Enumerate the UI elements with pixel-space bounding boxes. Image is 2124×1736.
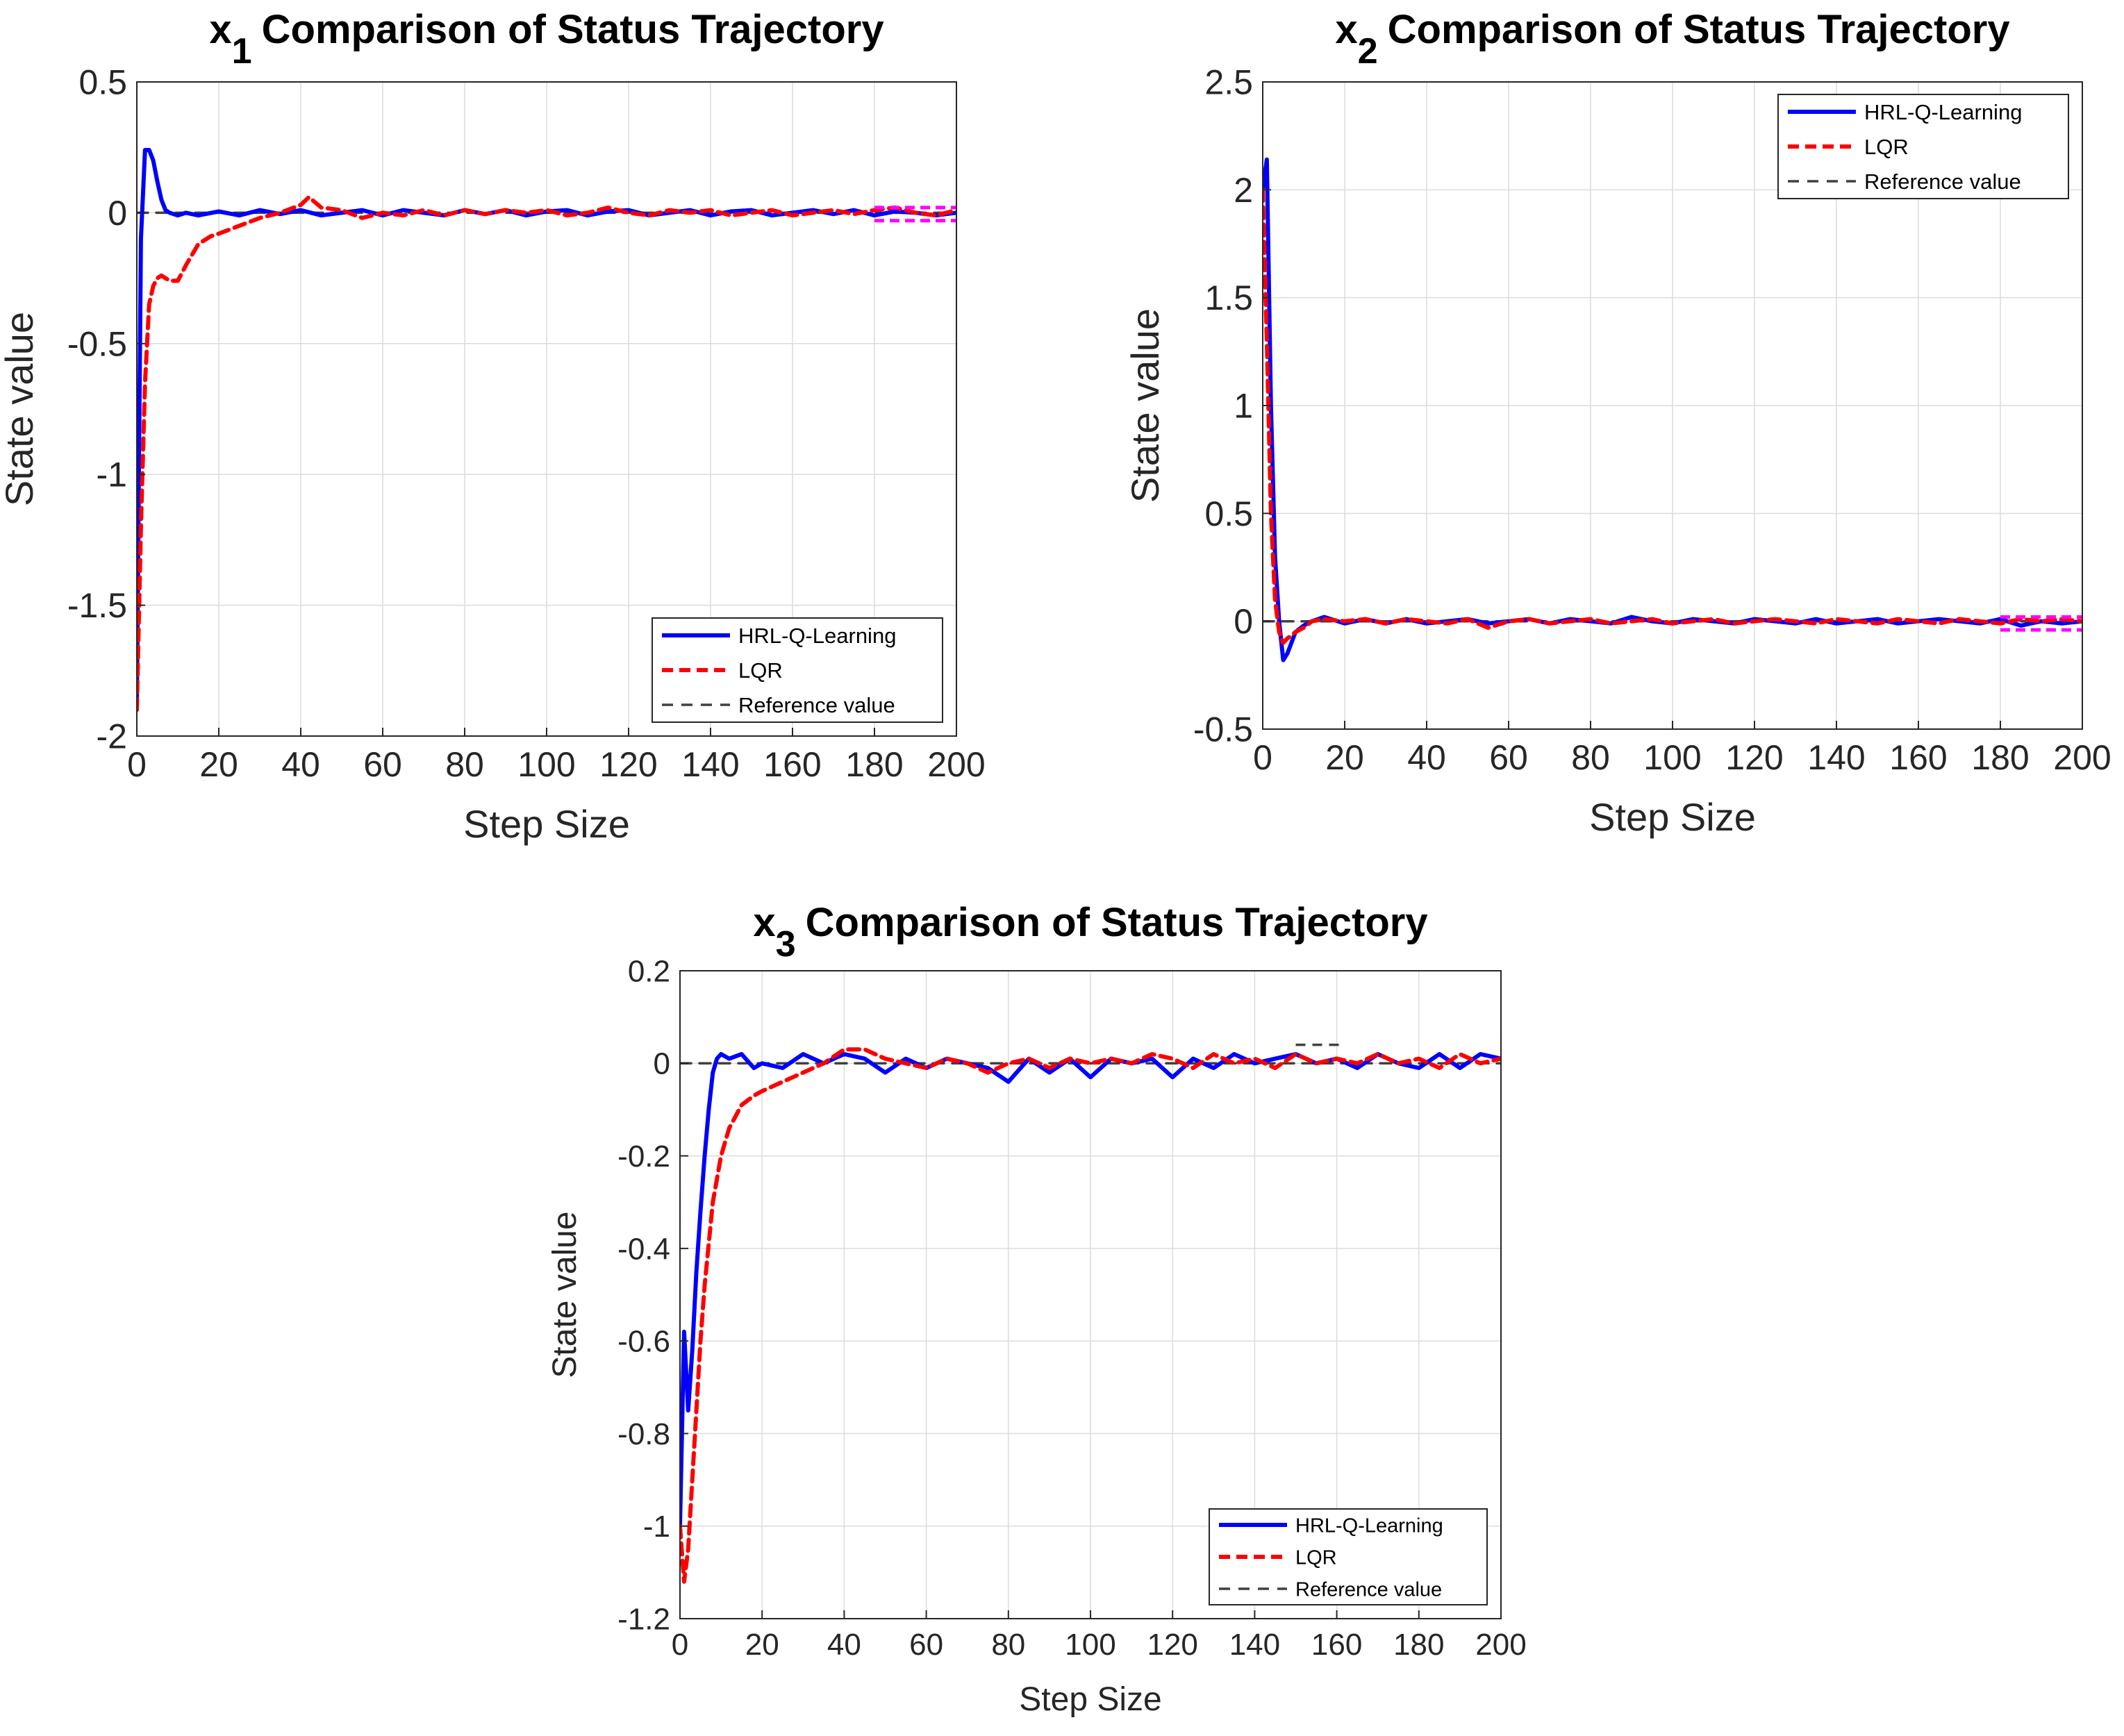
x-tick-label: 20 [1325, 738, 1364, 777]
y-tick-label: 2 [1234, 171, 1253, 210]
y-tick-label: -1 [643, 1510, 670, 1544]
x-tick-label: 160 [763, 745, 821, 784]
y-tick-label: -0.2 [617, 1140, 670, 1174]
chart-title: x3 Comparison of Status Trajectory [753, 900, 1427, 965]
x-tick-label: 120 [599, 745, 657, 784]
y-axis-label: State value [0, 312, 41, 506]
y-tick-label: -1.5 [67, 586, 127, 625]
x-tick-label: 40 [281, 745, 320, 784]
x-tick-label: 20 [199, 745, 238, 784]
x-tick-label: 60 [1489, 738, 1528, 777]
series-group [137, 148, 956, 712]
y-tick-label: 0.2 [628, 954, 670, 988]
chart-1: 0 20 40 60 80 100 120 140 160 180 200 0.5 0 -0.5 -1 -1.… [0, 7, 986, 846]
legend-label: HRL-Q-Learning [738, 624, 896, 648]
legend-label: LQR [738, 658, 783, 683]
x-tick-label: 60 [909, 1628, 943, 1662]
x-tick-label: 180 [845, 745, 903, 784]
chart-2: 0 20 40 60 80 100 120 140 160 180 2002.521.510.50-… [1123, 7, 2111, 839]
x-tick-label: 140 [681, 745, 739, 784]
title-variable: x [1335, 7, 1357, 52]
x-tick-label: 100 [1065, 1628, 1115, 1662]
y-tick-label: -1 [97, 456, 127, 494]
chart-title: x1 Comparison of Status Trajectory [209, 7, 883, 72]
x-tick-label: 180 [1971, 738, 2029, 777]
legend-label: HRL-Q-Learning [1295, 1514, 1443, 1537]
y-tick-label: -0.8 [617, 1417, 670, 1451]
series-group [1263, 157, 2082, 662]
y-tick-label: -1.2 [617, 1602, 670, 1636]
chart-3: 0 20 40 60 80 100 120 140 160 180 200 0.2 0 -0.2 -0.4 -… [547, 900, 1527, 1718]
y-tick-label: 1 [1234, 387, 1253, 426]
x-tick-label: 180 [1393, 1628, 1444, 1662]
title-variable: x [753, 900, 775, 945]
title-subscript: 1 [232, 31, 252, 72]
title-text: Comparison of Status Trajectory [262, 7, 884, 52]
x-tick-label: 140 [1229, 1628, 1280, 1662]
x-tick-label: 0 [127, 745, 147, 784]
title-variable: x [209, 7, 231, 52]
y-tick-label: 0 [1234, 602, 1253, 641]
x-tick-label: 40 [827, 1628, 861, 1662]
legend-label: HRL-Q-Learning [1864, 100, 2022, 124]
series-line-hrl-q-learning [680, 1052, 1501, 1528]
x-axis-label: Step Size [463, 802, 630, 846]
x-tick-label: 80 [1571, 738, 1610, 777]
y-tick-label: -0.6 [617, 1325, 670, 1359]
series-line-lqr [680, 1047, 1501, 1584]
y-tick-label: 1.5 [1204, 278, 1253, 317]
y-tick-label: -0.5 [1193, 710, 1253, 749]
x-tick-label: 100 [517, 745, 575, 784]
legend-label: LQR [1864, 135, 1909, 159]
legend-label: Reference value [1295, 1578, 1442, 1601]
x-tick-label: 120 [1147, 1628, 1197, 1662]
y-axis-label: State value [547, 1211, 583, 1378]
x-tick-label: 40 [1407, 738, 1446, 777]
x-tick-label: 20 [745, 1628, 779, 1662]
y-tick-label: -2 [97, 717, 127, 756]
y-axis-label: State value [1123, 308, 1167, 503]
x-axis-label: Step Size [1019, 1681, 1161, 1718]
x-tick-label: 160 [1889, 738, 1947, 777]
series-line-lqr [137, 194, 956, 712]
legend-label: LQR [1295, 1546, 1337, 1569]
x-tick-label: 100 [1643, 738, 1701, 777]
y-tick-label: 0 [654, 1047, 670, 1081]
y-tick-label: 0.5 [1204, 494, 1253, 533]
x-tick-label: 200 [1475, 1628, 1526, 1662]
x-tick-label: 80 [991, 1628, 1025, 1662]
title-text: Comparison of Status Trajectory [1388, 7, 2010, 52]
x-tick-label: 200 [2053, 738, 2111, 777]
x-tick-label: 160 [1311, 1628, 1362, 1662]
series-line-lqr [1263, 187, 2082, 645]
y-tick-label: -0.4 [617, 1232, 670, 1266]
y-tick-label: 2.5 [1204, 63, 1253, 102]
chart-title: x2 Comparison of Status Trajectory [1335, 7, 2009, 72]
y-tick-label: 0.5 [78, 63, 127, 102]
x-tick-label: 0 [672, 1628, 688, 1662]
title-subscript: 3 [776, 924, 796, 965]
legend: HRL-Q-Learning LQR Reference value [652, 617, 943, 723]
x-tick-label: 200 [927, 745, 985, 784]
x-tick-label: 0 [1253, 738, 1272, 777]
legend-label: Reference value [738, 693, 895, 717]
y-tick-label: 0 [108, 194, 127, 233]
x-tick-label: 80 [445, 745, 484, 784]
legend-label: Reference value [1864, 169, 2021, 194]
title-subscript: 2 [1358, 31, 1378, 72]
x-tick-label: 120 [1725, 738, 1783, 777]
legend: HRL-Q-Learning LQR Reference value [1209, 1508, 1488, 1605]
x-tick-label: 60 [363, 745, 402, 784]
x-axis-label: Step Size [1589, 795, 1756, 839]
title-text: Comparison of Status Trajectory [806, 900, 1428, 945]
series-group [680, 1043, 1501, 1584]
x-tick-label: 140 [1807, 738, 1865, 777]
legend: HRL-Q-Learning LQR Reference value [1777, 94, 2069, 199]
y-tick-label: -0.5 [67, 324, 127, 363]
